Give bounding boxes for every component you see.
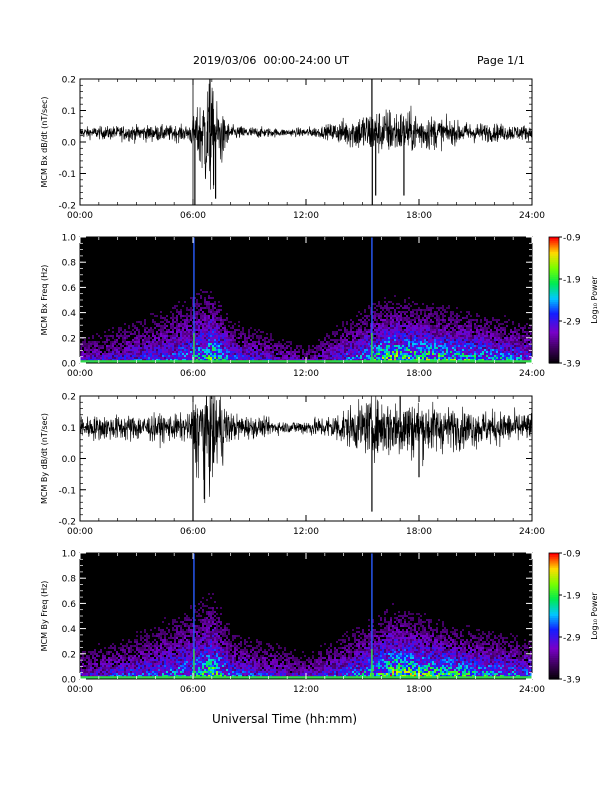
y-tick-label: 0.2 <box>62 393 76 403</box>
colorbar-label: Log₁₀ Power <box>590 592 599 640</box>
x-tick-label: 18:00 <box>406 527 432 537</box>
panel-4: 1.0 0.8 0.6 0.4 0.2 0.000:00 06:00 12:00 18:00 24… <box>40 550 599 696</box>
x-tick-label: 18:00 <box>406 211 432 221</box>
colorbar-tick-label: -0.9 <box>563 234 581 244</box>
x-tick-label: 06:00 <box>180 685 206 695</box>
y-tick-label: 0.0 <box>62 139 77 149</box>
x-tick-label: 00:00 <box>67 211 93 221</box>
colorbar: -0.9 -1.9 -2.9 -3.9 Log₁₀ Power <box>548 234 599 370</box>
x-tick-label: 18:00 <box>406 369 432 379</box>
page-label: Page 1/1 <box>477 54 525 67</box>
y-tick-label: 0.0 <box>62 360 77 370</box>
colorbar-tick-label: -3.9 <box>563 676 581 686</box>
plot-background <box>80 396 532 521</box>
y-tick-label: 1.0 <box>62 550 77 560</box>
x-tick-label: 24:00 <box>519 211 545 221</box>
plot-background <box>80 79 532 205</box>
x-tick-label: 18:00 <box>406 685 432 695</box>
y-tick-label: 0.0 <box>62 676 77 686</box>
y-axis-label: MCM By dB/dt (nT/sec) <box>40 413 49 504</box>
y-tick-label: 0.4 <box>62 309 77 319</box>
colorbar: -0.9 -1.9 -2.9 -3.9 Log₁₀ Power <box>548 550 599 686</box>
x-tick-label: 24:00 <box>519 685 545 695</box>
colorbar-tick-label: -3.9 <box>563 360 581 370</box>
y-tick-label: 0.6 <box>62 284 77 294</box>
y-tick-label: 0.6 <box>62 600 77 610</box>
x-tick-label: 00:00 <box>67 527 93 537</box>
y-tick-label: 0.4 <box>62 625 77 635</box>
colorbar-tick-label: -2.9 <box>563 634 581 644</box>
x-tick-label: 12:00 <box>293 369 319 379</box>
x-tick-label: 06:00 <box>180 369 206 379</box>
y-tick-label: 0.2 <box>62 334 76 344</box>
dbdt-trace <box>79 395 533 503</box>
colorbar-label: Log₁₀ Power <box>590 276 599 324</box>
y-tick-label: -0.2 <box>58 518 76 528</box>
colorbar-tick-label: -0.9 <box>563 550 581 560</box>
panel-1: 0.2 0.1 0.0 -0.1 -0.200:00 06:00 12:00 18:00 24:… <box>40 76 545 222</box>
y-axis-label: MCM By Freq (Hz) <box>40 581 49 652</box>
y-tick-label: 0.1 <box>62 107 76 117</box>
panel-3: 0.2 0.1 0.0 -0.1 -0.200:00 06:00 12:00 18:00 24:… <box>40 393 545 538</box>
x-tick-label: 24:00 <box>519 527 545 537</box>
y-tick-label: 0.8 <box>62 575 77 585</box>
x-tick-label: 00:00 <box>67 369 93 379</box>
x-tick-label: 00:00 <box>67 685 93 695</box>
dbdt-trace <box>79 83 533 190</box>
y-axis-label: MCM Bx Freq (Hz) <box>40 265 49 336</box>
y-tick-label: 0.1 <box>62 424 76 434</box>
colorbar-tick-label: -1.9 <box>563 276 581 286</box>
x-tick-label: 24:00 <box>519 369 545 379</box>
x-axis-label: Universal Time (hh:mm) <box>212 712 358 726</box>
colorbar-frame <box>548 236 560 364</box>
x-tick-label: 12:00 <box>293 685 319 695</box>
y-tick-label: 0.2 <box>62 76 76 86</box>
x-tick-label: 12:00 <box>293 211 319 221</box>
colorbar-tick-label: -2.9 <box>563 318 581 328</box>
y-tick-label: -0.1 <box>58 486 76 496</box>
plot-title: 2019/03/06 00:00-24:00 UT <box>193 54 350 67</box>
y-tick-label: 0.8 <box>62 259 77 269</box>
x-tick-label: 06:00 <box>180 211 206 221</box>
y-tick-label: 0.2 <box>62 650 76 660</box>
y-tick-label: 0.0 <box>62 455 77 465</box>
colorbar-tick-label: -1.9 <box>563 592 581 602</box>
spectrogram-cells <box>80 289 532 363</box>
y-tick-label: -0.1 <box>58 170 76 180</box>
colorbar-frame <box>548 552 560 680</box>
x-tick-label: 06:00 <box>180 527 206 537</box>
y-tick-label: 1.0 <box>62 234 77 244</box>
y-tick-label: -0.2 <box>58 202 76 212</box>
y-axis-label: MCM Bx dB/dt (nT/sec) <box>40 96 49 187</box>
panel-2: 1.0 0.8 0.6 0.4 0.2 0.000:00 06:00 12:00 18:00 24… <box>40 234 599 380</box>
x-tick-label: 12:00 <box>293 527 319 537</box>
